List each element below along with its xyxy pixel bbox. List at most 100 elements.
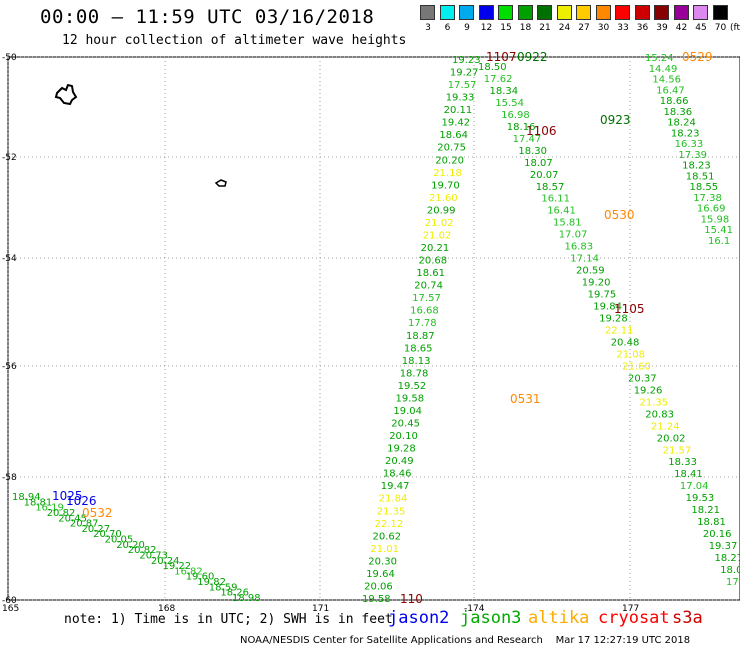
wave-height-value: 16.33	[675, 139, 704, 150]
wave-height-value: 17.04	[680, 481, 709, 492]
wave-height-value: 14.49	[649, 64, 678, 75]
color-bin-swatch	[595, 5, 611, 20]
wave-height-value: 18.66	[660, 96, 689, 107]
latitude-labels: -50 -52 -54 -56 -58 -60	[2, 53, 17, 606]
wave-height-value: 21.35	[640, 397, 669, 408]
wave-height-value: 20.83	[645, 409, 674, 420]
satellite-name-s3a: s3a	[672, 608, 703, 628]
satellite-name-altika: altika	[528, 608, 590, 628]
wave-height-value: 17.38	[693, 193, 722, 204]
wave-height-value: 21.24	[651, 421, 680, 432]
wave-height-value: 16.47	[656, 85, 685, 96]
color-bin-swatch	[673, 5, 689, 20]
wave-height-value: 18.78	[400, 368, 429, 379]
wave-height-value: 20.11	[444, 105, 473, 116]
wave-height-value: 16.69	[697, 204, 726, 215]
latitude-label: -58	[2, 473, 17, 483]
latitude-label: -52	[2, 153, 17, 163]
wave-height-value: 21.08	[616, 349, 645, 360]
color-bin-swatch	[498, 5, 513, 20]
wave-height-value: 20.70	[93, 529, 122, 540]
wave-height-value: 18.13	[402, 356, 431, 367]
color-bin-label: 70	[714, 23, 727, 33]
wave-height-value: 22.11	[605, 326, 634, 337]
longitude-label: 171	[312, 604, 329, 614]
wave-height-value: 16.83	[565, 242, 594, 253]
longitude-label: 168	[158, 604, 175, 614]
map-gridlines	[7, 56, 740, 601]
wave-height-value: 20.73	[139, 551, 168, 562]
wave-height-value: 20.59	[576, 266, 605, 277]
wave-height-value: 19.58	[396, 393, 425, 404]
satellite-name-jason2: jason2	[388, 608, 450, 628]
wave-height-value: 18.26	[220, 588, 249, 599]
wave-height-value: 19.84	[593, 302, 622, 313]
color-bin-swatch	[556, 5, 572, 20]
wave-height-value: 20.30	[368, 556, 397, 567]
wave-height-value: 20.48	[611, 338, 640, 349]
wave-height-value: 15.24	[645, 53, 674, 64]
wave-height-value: 21.60	[622, 361, 651, 372]
latitude-label: -56	[2, 362, 17, 372]
wave-height-value: 18.41	[674, 469, 703, 480]
wave-height-observations: 19.2319.2717.5719.3320.1119.4218.6420.75…	[12, 53, 740, 605]
wave-height-value: 20.99	[427, 205, 456, 216]
wave-height-value: 18.34	[490, 86, 519, 97]
wave-height-value: 20.10	[389, 431, 418, 442]
wave-height-value: 19.33	[446, 93, 475, 104]
wave-height-value: 20.82	[47, 508, 76, 519]
wave-height-value: 20.75	[437, 143, 466, 154]
latitude-label: -60	[2, 596, 17, 606]
wave-height-value: 18.30	[518, 146, 547, 157]
wave-height-value: 21.60	[429, 193, 458, 204]
wave-height-value: 21.18	[433, 168, 462, 179]
wave-height-value: 20.68	[419, 256, 448, 267]
wave-height-value: 16.98	[501, 110, 530, 121]
longitude-label: -174	[464, 604, 485, 614]
longitude-label: 177	[622, 604, 639, 614]
color-bin-label: 27	[578, 23, 590, 33]
color-bin-label: 21	[539, 23, 551, 33]
wave-height-value: 20.37	[628, 373, 657, 384]
wave-height-value: 20.87	[70, 519, 99, 530]
wave-height-value: 18.87	[406, 331, 435, 342]
latitude-label: -54	[2, 254, 17, 264]
wave-height-value: 20.62	[373, 531, 402, 542]
wave-height-value: 18.23	[671, 128, 700, 139]
longitude-labels: 165 168 171 -174 177	[2, 604, 639, 614]
pass-time-label: 1106	[526, 124, 557, 138]
wave-height-value: 20.74	[414, 281, 443, 292]
wave-height-value: 18.24	[667, 118, 696, 129]
wave-height-value: 18.16	[507, 122, 536, 133]
wave-height-value: 18.0	[720, 565, 740, 576]
color-bin-label: 9	[464, 23, 470, 33]
pass-time-label: 1107	[486, 50, 517, 64]
wave-height-value: 18.46	[383, 469, 412, 480]
wave-height-value: 19.22	[163, 561, 192, 572]
wave-height-value: 19.42	[442, 118, 471, 129]
color-bin-label: 36	[636, 23, 649, 33]
wave-height-value: 19.75	[588, 290, 617, 301]
wave-height-value: 22.12	[375, 519, 404, 530]
color-bin-swatch	[634, 5, 650, 20]
color-bin-swatch	[517, 5, 533, 20]
wave-height-value: 17	[726, 577, 739, 588]
color-bin-label: 39	[656, 23, 668, 33]
wave-height-value: 19.53	[686, 493, 715, 504]
color-bin-label: 33	[617, 23, 629, 33]
wave-height-value: 16.41	[547, 206, 576, 217]
color-bin-label: 45	[695, 23, 707, 33]
wave-height-value: 21.35	[377, 506, 406, 517]
wave-height-value: 17.07	[559, 230, 588, 241]
pass-time-label: 1026	[66, 494, 97, 508]
color-scale-unit: (ft)	[730, 23, 740, 33]
wave-height-value: 19.82	[197, 577, 226, 588]
color-bin-swatch	[459, 5, 474, 20]
map-frame	[7, 56, 740, 601]
longitude-label: 165	[2, 604, 19, 614]
color-bin-label: 3	[425, 23, 431, 33]
footer-note: note: 1) Time is in UTC; 2) SWH is in fe…	[64, 612, 393, 627]
wave-height-value: 20.27	[82, 524, 111, 535]
wave-height-value: 18.57	[536, 182, 565, 193]
